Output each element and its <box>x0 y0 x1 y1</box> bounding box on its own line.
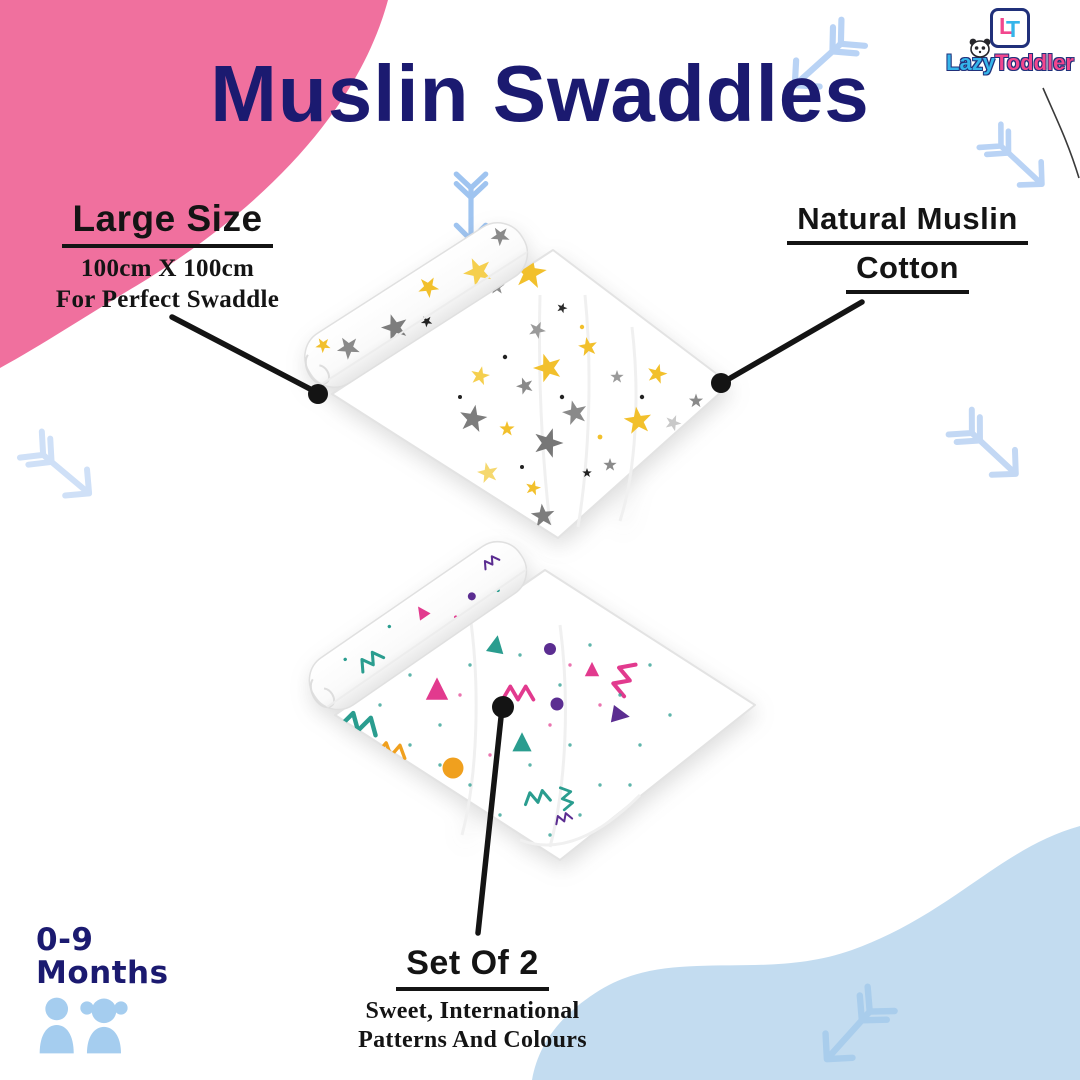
star-pattern <box>457 253 704 528</box>
page-title: Muslin Swaddles <box>210 49 870 138</box>
swaddle-geometric-print-image <box>308 540 756 861</box>
callout-natural-muslin: Natural Muslin Cotton <box>765 200 1050 298</box>
brand-toddler: Toddler <box>994 50 1074 75</box>
brand-wordmark: LazyToddler <box>946 38 1074 76</box>
age-range-badge: 0-9 Months <box>36 924 169 990</box>
callout-large-size: Large Size 100cm X 100cm For Perfect Swa… <box>25 196 310 315</box>
callout-heading: Cotton <box>846 249 969 294</box>
callout-set-of-two: Set Of 2 Sweet, International Patterns A… <box>320 942 625 1055</box>
callout-text: Sweet, International <box>365 997 580 1024</box>
kids-icon <box>39 997 128 1054</box>
pink-corner-blob <box>0 0 388 368</box>
callout-text: For Perfect Swaddle <box>55 285 280 313</box>
logo-letter-l: L <box>999 13 1014 39</box>
swaddle-star-print-image <box>304 222 731 539</box>
callout-heading: Set Of 2 <box>396 942 549 991</box>
arrow-down-right-doodle-icon <box>934 395 1042 502</box>
brand-logo: L T LazyToddler <box>946 8 1074 76</box>
callout-text: Patterns And Colours <box>358 1026 587 1053</box>
logo-lt-icon: L T <box>990 8 1030 48</box>
callout-heading: Natural Muslin <box>787 200 1028 245</box>
swaddle-roll <box>308 540 531 711</box>
age-range: 0-9 <box>36 922 94 958</box>
logo-letter-t: T <box>1006 16 1021 42</box>
panda-icon <box>969 38 991 58</box>
callout-text: 100cm X 100cm <box>80 255 255 283</box>
callout-line-natural-muslin <box>724 299 865 383</box>
callout-heading: Large Size <box>62 196 273 249</box>
age-unit: Months <box>36 954 169 991</box>
blue-corner-blob <box>532 826 1080 1080</box>
arrow-down-right-doodle-icon <box>5 416 114 521</box>
